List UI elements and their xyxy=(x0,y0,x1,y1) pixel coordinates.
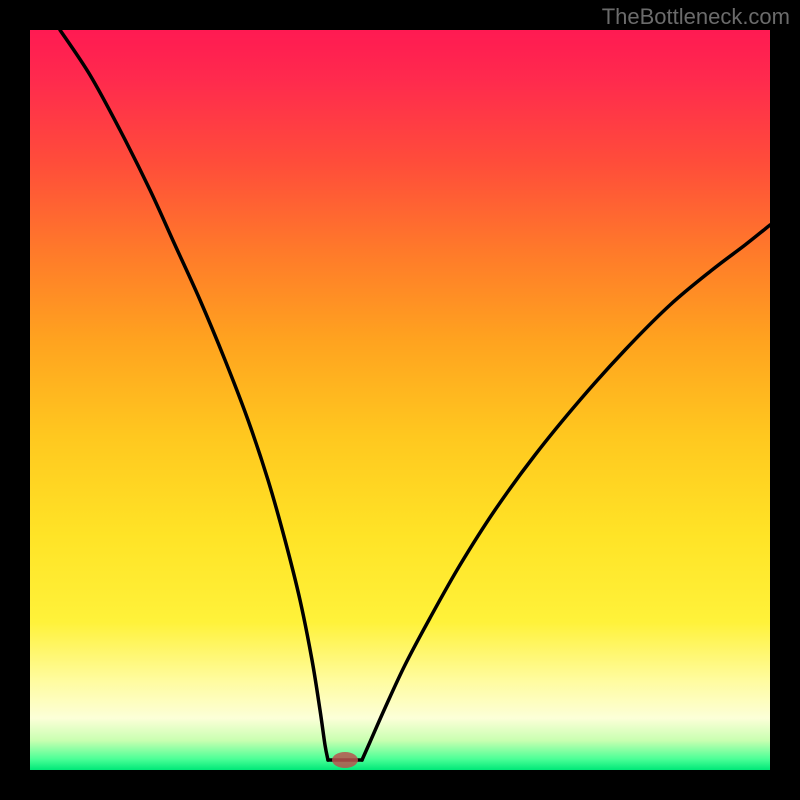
bottleneck-chart: TheBottleneck.com xyxy=(0,0,800,800)
chart-container: TheBottleneck.com xyxy=(0,0,800,800)
watermark-text: TheBottleneck.com xyxy=(602,4,790,29)
minimum-marker xyxy=(332,752,358,768)
chart-plot-area xyxy=(30,30,770,770)
